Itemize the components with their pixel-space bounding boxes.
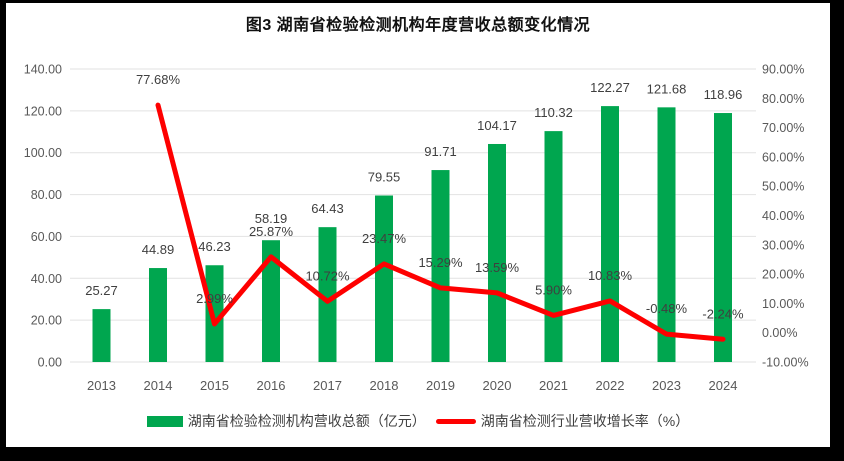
line-value-label: 5.90% [535, 282, 572, 297]
combo-chart-plot: 140.00 120.00 100.00 80.00 60.00 40.00 20.00 0.… [24, 63, 809, 394]
right-axis-tick-label: 30.00% [762, 238, 804, 252]
chart-container: 图3 湖南省检验检测机构年度营收总额变化情况 140.00 120.00 100.0… [6, 3, 830, 447]
bar-value-label: 91.71 [424, 144, 457, 159]
revenue-bar-2023 [657, 107, 676, 362]
bar-series-swatch-icon [146, 415, 183, 427]
x-axis-tick-label: 2024 [709, 378, 738, 393]
x-axis-tick-label: 2018 [370, 378, 399, 393]
left-axis-tick-label: 20.00 [31, 314, 62, 328]
x-axis-tick-label: 2021 [539, 378, 568, 393]
growth-rate-line [155, 102, 726, 342]
line-value-label: 15.29% [418, 255, 463, 270]
right-axis-tick-label: 10.00% [762, 297, 804, 311]
chart-legend: 湖南省检验检测机构营收总额（亿元） 湖南省检测行业营收增长率（%） [6, 411, 830, 431]
right-axis-tick-label: -10.00% [762, 356, 809, 370]
x-axis-tick-label: 2020 [483, 378, 512, 393]
bar-value-label: 46.23 [198, 239, 231, 254]
revenue-bar-2017 [318, 227, 337, 362]
x-axis-tick-label: 2023 [652, 378, 681, 393]
line-series-swatch-icon [435, 418, 476, 424]
right-axis-tick-label: 0.00% [762, 326, 797, 340]
left-axis-tick-label: 40.00 [31, 272, 62, 286]
line-value-label: -2.24% [702, 306, 744, 321]
revenue-bar-2013 [92, 309, 111, 362]
chart-title: 图3 湖南省检验检测机构年度营收总额变化情况 [245, 17, 591, 34]
line-value-label: 13.59% [475, 260, 520, 275]
right-axis-tick-label: 40.00% [762, 209, 804, 223]
left-axis-tick-label: 60.00 [31, 230, 62, 244]
line-value-label: 10.72% [305, 268, 350, 283]
line-value-label: 2.99% [196, 291, 233, 306]
legend-item-revenue-total: 湖南省检验检测机构营收总额（亿元） [146, 411, 426, 431]
line-value-label: 77.68% [136, 72, 181, 87]
bar-value-label: 58.19 [255, 211, 288, 226]
right-axis-tick-label: 70.00% [762, 121, 804, 135]
bar-value-label: 121.68 [647, 81, 687, 96]
line-value-label: -0.48% [646, 301, 688, 316]
x-axis-tick-label: 2017 [313, 378, 342, 393]
bar-value-label: 79.55 [368, 170, 401, 185]
x-axis-tick-label: 2013 [87, 378, 116, 393]
x-axis-tick-label: 2015 [200, 378, 229, 393]
bar-value-label: 110.32 [534, 105, 573, 120]
left-axis-tick-label: 80.00 [31, 188, 62, 202]
bar-value-label: 122.27 [590, 80, 630, 95]
legend-item-growth-rate: 湖南省检测行业营收增长率（%） [435, 411, 690, 431]
right-axis-tick-label: 60.00% [762, 150, 804, 164]
bar-value-label: 118.96 [704, 87, 743, 102]
legend-label-revenue-total: 湖南省检验检测机构营收总额（亿元） [187, 413, 426, 429]
line-value-label: 10.83% [588, 268, 633, 283]
line-value-label: 23.47% [362, 231, 407, 246]
right-axis-tick-label: 50.00% [762, 180, 804, 194]
x-axis-tick-label: 2014 [144, 378, 173, 393]
bar-value-label: 44.89 [142, 242, 175, 257]
x-axis-tick-label: 2019 [426, 378, 455, 393]
left-axis-tick-label: 140.00 [24, 63, 62, 77]
right-axis-tick-label: 90.00% [762, 63, 804, 77]
revenue-bar-2020 [488, 143, 506, 362]
line-value-label: 25.87% [249, 224, 294, 239]
revenue-bar-2021 [544, 131, 563, 362]
x-axis-tick-label: 2022 [596, 378, 625, 393]
revenue-bar-2024 [714, 113, 732, 362]
right-axis-tick-label: 20.00% [762, 268, 804, 282]
revenue-bar-2015 [205, 265, 224, 362]
right-axis-tick-label: 80.00% [762, 92, 804, 106]
revenue-bar-2019 [431, 170, 450, 362]
left-axis-tick-label: 0.00 [38, 356, 62, 370]
bar-value-label: 64.43 [311, 201, 344, 216]
left-axis-tick-label: 100.00 [24, 146, 62, 160]
revenue-bar-2018 [375, 195, 393, 362]
bar-value-label: 104.17 [477, 118, 517, 133]
left-axis-tick-label: 120.00 [24, 104, 62, 118]
revenue-bar-2016 [262, 240, 280, 362]
revenue-bar-2014 [149, 268, 167, 362]
x-axis-tick-label: 2016 [257, 378, 286, 393]
legend-label-growth-rate: 湖南省检测行业营收增长率（%） [480, 413, 690, 429]
bar-value-label: 25.27 [85, 283, 118, 298]
revenue-bar-2022 [601, 106, 619, 362]
